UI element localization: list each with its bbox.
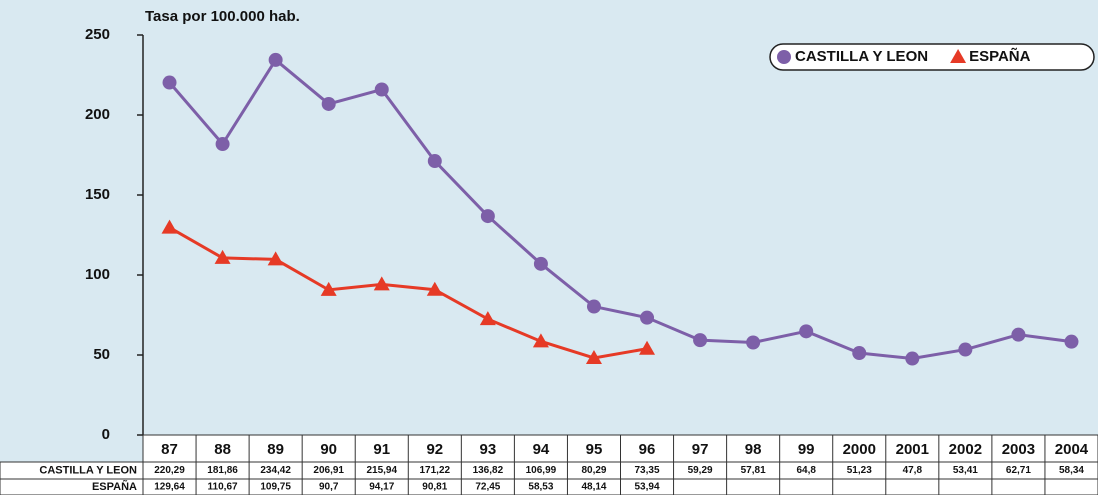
table-cell: 206,91 — [313, 465, 344, 476]
table-cell: 53,94 — [635, 482, 660, 493]
legend: CASTILLA Y LEON ESPAÑA — [769, 43, 1095, 71]
table-cell: 171,22 — [420, 465, 451, 476]
x-tick-label: 2002 — [949, 441, 982, 458]
table-cell: 58,53 — [528, 482, 553, 493]
table-cell: 57,81 — [741, 465, 766, 476]
x-tick-label: 97 — [692, 441, 709, 458]
marker — [585, 349, 602, 364]
marker — [215, 137, 230, 152]
x-tick-label: 95 — [586, 441, 603, 458]
marker — [267, 251, 284, 266]
marker — [532, 333, 549, 348]
legend-label: ESPAÑA — [969, 47, 1031, 65]
marker — [321, 96, 336, 111]
marker — [374, 82, 389, 97]
table-cell: 59,29 — [688, 465, 713, 476]
table-cell: 220,29 — [154, 465, 185, 476]
legend-label: CASTILLA Y LEON — [795, 48, 928, 65]
table-row-label: ESPAÑA — [92, 480, 137, 493]
marker — [268, 52, 283, 67]
x-tick-label: 92 — [426, 441, 443, 458]
marker — [640, 310, 655, 325]
x-tick-label: 98 — [745, 441, 762, 458]
table-cell: 215,94 — [366, 465, 397, 476]
marker — [693, 333, 708, 348]
legend-box — [769, 43, 1095, 71]
legend-marker — [777, 50, 791, 64]
table-cell: 48,14 — [581, 482, 606, 493]
marker — [162, 75, 177, 90]
y-tick-label: 150 — [85, 186, 110, 203]
marker — [905, 351, 920, 366]
x-tick-label: 2001 — [896, 441, 929, 458]
table-cell: 72,45 — [475, 482, 500, 493]
table-cell: 90,7 — [319, 482, 339, 493]
marker — [746, 335, 761, 350]
table-cell: 53,41 — [953, 465, 978, 476]
table-cell: 94,17 — [369, 482, 394, 493]
table-cell: 47,8 — [903, 465, 923, 476]
marker — [373, 276, 390, 291]
x-tick-label: 94 — [533, 441, 550, 458]
x-tick-label: 99 — [798, 441, 815, 458]
marker — [479, 311, 496, 326]
y-tick-label: 200 — [85, 106, 110, 123]
marker — [799, 324, 814, 339]
table-cell: 106,99 — [526, 465, 557, 476]
x-tick-label: 89 — [267, 441, 284, 458]
table-cell: 73,35 — [635, 465, 660, 476]
table-cell: 51,23 — [847, 465, 872, 476]
y-tick-label: 50 — [93, 346, 110, 363]
x-tick-label: 2004 — [1055, 441, 1089, 458]
table-row-label: CASTILLA Y LEON — [39, 464, 137, 476]
marker — [161, 219, 178, 234]
table-cell: 109,75 — [260, 482, 291, 493]
table-cell: 110,67 — [208, 482, 238, 493]
marker — [1064, 334, 1079, 349]
x-tick-label: 90 — [320, 441, 337, 458]
marker — [427, 154, 442, 169]
line — [168, 57, 1072, 361]
marker — [586, 299, 601, 314]
table-cell: 80,29 — [581, 465, 606, 476]
y-tick-label: 100 — [85, 266, 110, 283]
legend-marker — [950, 49, 967, 63]
x-tick-label: 87 — [161, 441, 178, 458]
x-tick-label: 88 — [214, 441, 231, 458]
line — [168, 226, 648, 360]
table-cell: 64,8 — [796, 465, 816, 476]
marker — [852, 346, 867, 361]
table-cell: 234,42 — [260, 465, 291, 476]
x-tick-label: 2003 — [1002, 441, 1035, 458]
chart-subtitle: Tasa por 100.000 hab. — [145, 8, 300, 25]
table-cell: 90,81 — [422, 482, 447, 493]
x-tick-label: 96 — [639, 441, 656, 458]
marker — [214, 249, 231, 264]
y-tick-label: 250 — [85, 26, 110, 43]
table-cell: 181,86 — [207, 465, 238, 476]
marker — [639, 340, 656, 355]
marker — [426, 281, 443, 296]
table-cell: 136,82 — [473, 465, 504, 476]
x-tick-label: 93 — [480, 441, 497, 458]
marker — [320, 281, 337, 296]
x-tick-label: 2000 — [843, 441, 876, 458]
x-tick-label: 91 — [373, 441, 390, 458]
table-cell: 58,34 — [1059, 465, 1084, 476]
marker — [480, 209, 495, 224]
table-cell: 62,71 — [1006, 465, 1031, 476]
table-cell: 129,64 — [154, 482, 185, 493]
marker — [958, 342, 973, 357]
marker — [533, 256, 548, 271]
y-tick-label: 0 — [102, 426, 110, 443]
marker — [1011, 327, 1026, 342]
